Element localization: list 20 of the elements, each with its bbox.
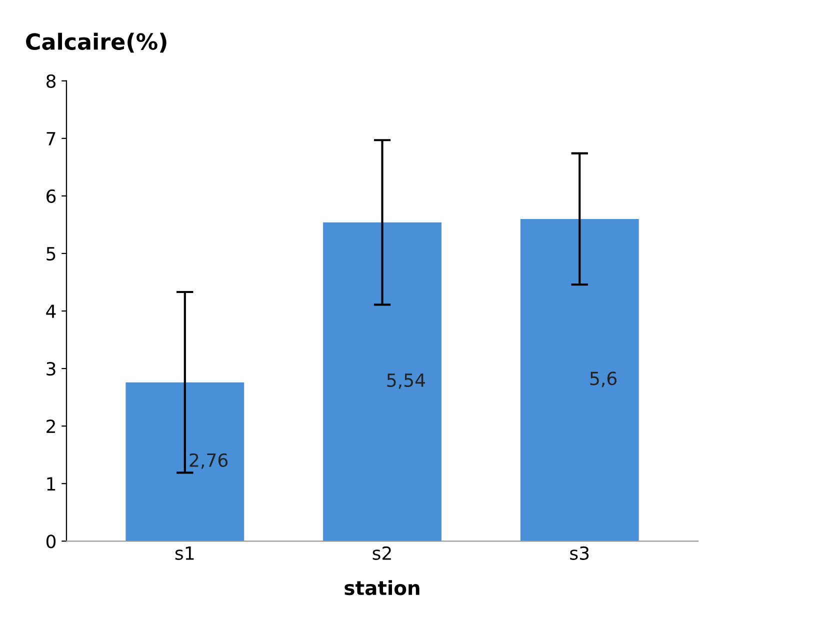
y-tick-label: 8 bbox=[46, 74, 56, 88]
y-tick-label: 0 bbox=[46, 534, 56, 548]
y-tick-label: 5 bbox=[46, 247, 56, 261]
y-axis-title: Calcaire(%) bbox=[26, 32, 166, 53]
bar bbox=[323, 222, 442, 542]
bar bbox=[520, 218, 639, 542]
y-tick-label: 7 bbox=[46, 132, 56, 146]
y-tick-label: 3 bbox=[46, 362, 56, 376]
x-axis-title: station bbox=[344, 580, 420, 596]
x-tick-label: s1 bbox=[175, 546, 194, 560]
y-tick-label: 6 bbox=[46, 189, 56, 204]
y-tick-label: 1 bbox=[47, 477, 56, 490]
x-tick-label: s2 bbox=[372, 546, 391, 560]
data-label: 5,54 bbox=[387, 374, 426, 389]
y-tick-label: 4 bbox=[46, 304, 56, 318]
bar bbox=[126, 382, 244, 542]
data-label: 2,76 bbox=[190, 453, 228, 469]
data-label: 5,6 bbox=[590, 372, 617, 388]
y-tick-label: 2 bbox=[46, 420, 55, 433]
x-tick-label: s3 bbox=[570, 546, 589, 560]
